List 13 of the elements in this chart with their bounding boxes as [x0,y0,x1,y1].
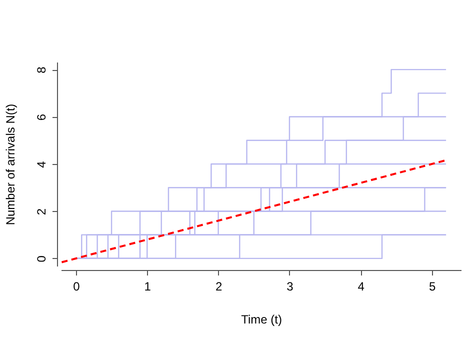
y-tick-label: 4 [34,160,48,168]
x-axis-title: Time (t) [241,312,282,326]
x-tick-label: 3 [286,280,294,294]
x-tick-label: 4 [358,280,365,294]
y-tick-label: 6 [34,114,48,121]
x-tick-label: 5 [428,280,436,294]
x-tick-label: 0 [73,280,80,294]
y-axis-title: Number of arrivals N(t) [4,104,18,226]
x-tick-label: 2 [215,280,222,294]
y-tick-label: 2 [34,208,48,216]
y-tick-label: 0 [34,255,48,262]
y-tick-label: 8 [34,66,48,74]
x-tick-label: 1 [144,280,152,294]
